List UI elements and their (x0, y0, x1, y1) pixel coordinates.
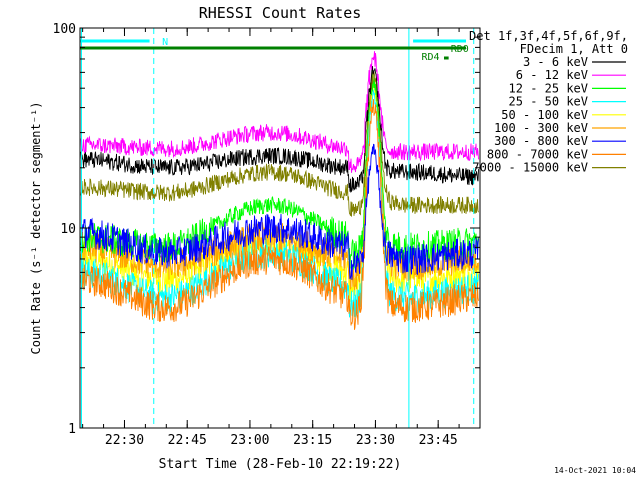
x-axis-label: Start Time (28-Feb-10 22:19:22) (159, 457, 402, 472)
series-lines (80, 51, 479, 330)
legend-entry: 12 - 25 keV (509, 81, 588, 95)
x-tick-label: 22:30 (105, 433, 144, 448)
legend-entry: 50 - 100 keV (501, 108, 588, 122)
y-axis-label: Count Rate (s⁻¹ detector segment⁻¹) (29, 102, 43, 355)
chart-title: RHESSI Count Rates (199, 4, 362, 22)
legend-entry: 3 - 6 keV (523, 55, 588, 69)
series-line (80, 143, 479, 280)
x-tick-label: 23:30 (356, 433, 395, 448)
attenuator-label: N (162, 37, 168, 48)
series-line (80, 99, 479, 330)
series-line (80, 72, 479, 271)
x-tick-label: 23:45 (419, 433, 458, 448)
x-tick-label: 23:15 (293, 433, 332, 448)
y-tick-label: 100 (53, 22, 76, 37)
y-axis-ticks: 1 10 100 (53, 22, 480, 437)
legend-header-line-2: FDecim 1, Att 0 (520, 42, 628, 56)
legend-entry: 800 - 7000 keV (487, 147, 588, 161)
rd4-label: RD4 (421, 52, 439, 63)
series-line (80, 71, 479, 217)
x-tick-label: 22:45 (168, 433, 207, 448)
legend-entry: 300 - 800 keV (494, 134, 588, 148)
legend-entry: 25 - 50 keV (509, 95, 588, 109)
legend-entry: 100 - 300 keV (494, 121, 588, 135)
legend-entry: 6 - 12 keV (516, 68, 588, 82)
y-tick-label: 1 (68, 422, 76, 437)
rd0-label: RD0 (451, 44, 469, 55)
series-line (80, 66, 479, 193)
y-tick-label: 10 (60, 222, 76, 237)
series-line (80, 51, 479, 173)
legend-header-line-1: Det 1f,3f,4f,5f,6f,9f, (469, 29, 628, 43)
x-tick-label: 23:00 (230, 433, 269, 448)
x-axis-ticks: 22:30 22:45 23:00 23:15 23:30 23:45 (82, 28, 460, 448)
legend-entry: 7000 - 15000 keV (472, 161, 588, 175)
timestamp: 14-Oct-2021 10:04 (554, 466, 636, 475)
